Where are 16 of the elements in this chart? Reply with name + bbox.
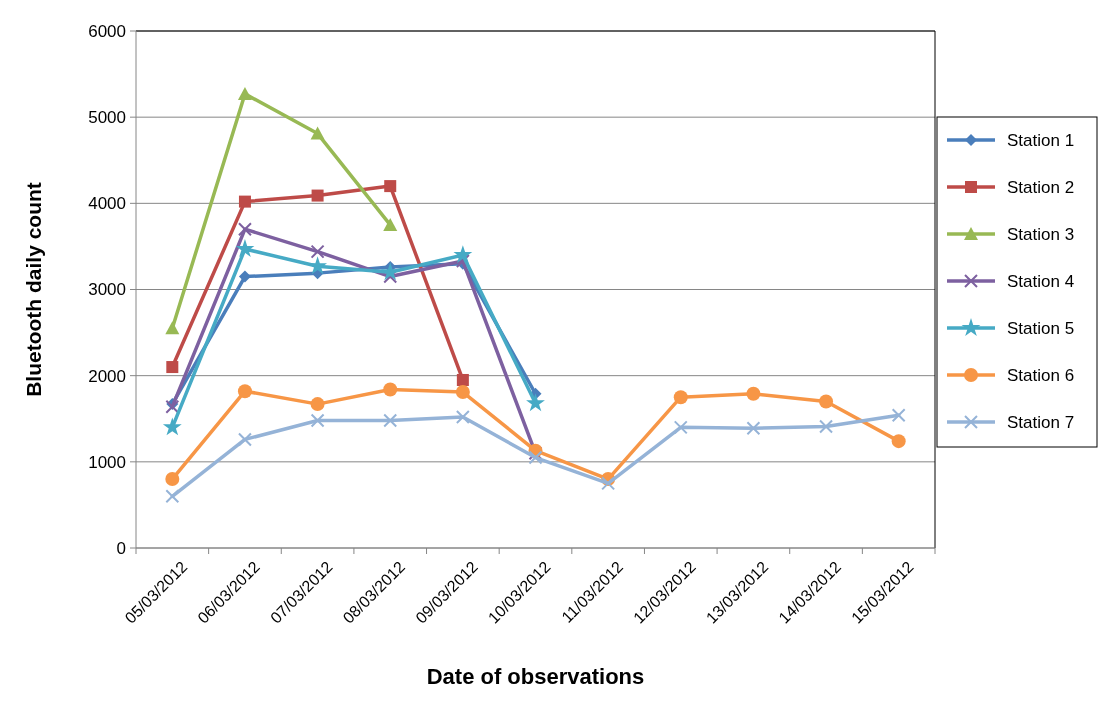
y-tick-label: 0 [116, 538, 126, 558]
legend-label: Station 6 [1007, 365, 1075, 385]
y-tick-label: 1000 [88, 452, 126, 472]
y-tick-label: 6000 [88, 21, 126, 41]
y-tick-label: 5000 [88, 108, 126, 128]
y-tick-label: 4000 [88, 194, 126, 214]
y-axis-title: Bluetooth daily count [22, 182, 45, 397]
y-tick-label: 3000 [88, 280, 126, 300]
x-axis-title: Date of observations [426, 664, 645, 689]
legend-label: Station 2 [1007, 177, 1075, 197]
legend-label: Station 7 [1007, 412, 1075, 432]
legend-label: Station 4 [1007, 271, 1075, 291]
y-tick-label: 2000 [88, 366, 126, 386]
legend-label: Station 1 [1007, 130, 1075, 150]
legend-label: Station 3 [1007, 224, 1075, 244]
legend-label: Station 5 [1007, 318, 1075, 338]
